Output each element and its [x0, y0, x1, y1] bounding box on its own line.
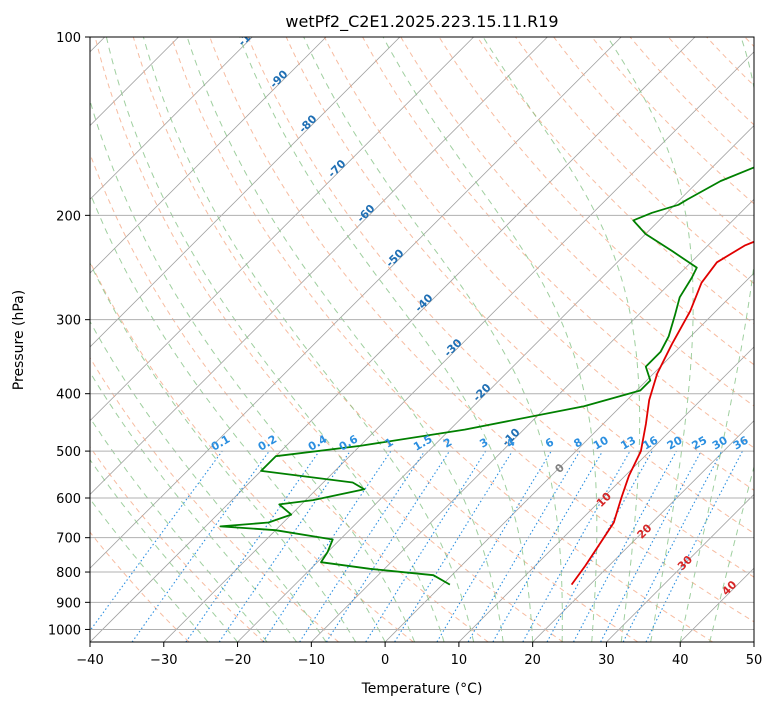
profile-lines — [219, 166, 754, 586]
moist-adiabat-line — [142, 37, 475, 642]
isotherm-line — [606, 493, 754, 642]
y-tick-label: 400 — [56, 388, 81, 403]
moist-adiabat-line — [607, 37, 694, 642]
isotherm-line — [90, 37, 253, 200]
x-tick-label: 0 — [381, 653, 389, 668]
dry-adiabat-line — [90, 531, 190, 642]
mixing-ratio-line — [492, 450, 604, 642]
y-tick-label: 500 — [56, 445, 81, 460]
moist-adiabat-line — [90, 458, 238, 642]
moist-adiabat-line — [482, 37, 641, 642]
pressure-gridlines — [90, 37, 754, 630]
x-axis-label: Temperature (°C) — [361, 681, 483, 697]
mixing-ratio-line — [325, 450, 450, 642]
moist-adiabat-line — [90, 262, 357, 642]
dry-adiabat-line — [323, 37, 754, 491]
profile-series-1 — [570, 240, 754, 586]
y-tick-label: 900 — [56, 596, 81, 611]
dry-adiabat-line — [90, 356, 339, 642]
y-tick-label: 600 — [56, 492, 81, 507]
mixing-ratio-line — [573, 450, 677, 642]
mixing-ratio-line — [185, 450, 320, 642]
isotherm-line — [237, 124, 754, 642]
dry-adiabat-line — [209, 37, 754, 623]
x-tick-label: −40 — [76, 653, 103, 668]
moist-adiabat-line — [90, 99, 416, 642]
background-lines — [90, 37, 754, 642]
x-tick-label: 20 — [524, 653, 541, 668]
isotherm-line — [384, 272, 754, 642]
isotherm-line — [90, 37, 327, 274]
chart-title: wetPf2_C2E1.2025.223.15.11.R19 — [285, 12, 558, 32]
mixing-ratio-line — [131, 450, 270, 642]
y-tick-label: 100 — [56, 31, 81, 46]
x-tick-label: −20 — [224, 653, 251, 668]
moist-adiabat-line — [709, 465, 754, 642]
moist-adiabat-line — [90, 320, 327, 642]
profile-series-2 — [219, 166, 754, 586]
y-tick-label: 800 — [56, 566, 81, 581]
mixing-ratio-line — [90, 450, 223, 632]
y-tick-label: 700 — [56, 532, 81, 547]
axes: −40 −30 −20 −10 0 10 20 30 40 50 100 200 300 400 500 60… — [48, 31, 762, 668]
y-tick-label: 300 — [56, 314, 81, 329]
y-axis-label: Pressure (hPa) — [11, 290, 27, 390]
mixing-ratio-line — [436, 450, 552, 642]
x-tick-label: 10 — [451, 653, 468, 668]
moist-adiabat-line — [382, 37, 598, 642]
dry-adiabat-line — [438, 37, 754, 366]
y-tick-label: 1000 — [48, 623, 81, 638]
mixing-ratio-line — [394, 450, 513, 642]
x-tick-label: −30 — [150, 653, 177, 668]
x-tick-label: 50 — [746, 653, 763, 668]
dry-adiabat-line — [362, 37, 754, 449]
dry-adiabat-line — [90, 260, 414, 642]
moist-adiabat-line — [303, 37, 563, 642]
moist-adiabat-line — [679, 37, 754, 642]
dry-adiabat-line — [94, 37, 564, 642]
dry-adiabat-line — [132, 37, 639, 642]
y-tick-label: 200 — [56, 209, 81, 224]
moist-adiabat-line — [105, 37, 445, 642]
isotherm-line — [458, 346, 754, 642]
x-tick-label: 40 — [672, 653, 689, 668]
mixing-ratio-line — [467, 450, 581, 642]
isotherm-line — [90, 37, 474, 422]
mixing-ratio-line — [365, 450, 487, 642]
isotherm-line — [90, 37, 401, 348]
isotherm-line — [90, 37, 548, 496]
isotherm-line — [90, 37, 622, 569]
isotherm-line — [532, 420, 754, 642]
moist-adiabat-line — [90, 191, 386, 642]
moist-adiabat-line — [90, 498, 209, 642]
x-tick-label: 30 — [598, 653, 615, 668]
plot-frame — [89, 36, 755, 643]
dry-adiabat-line — [247, 37, 754, 578]
isotherm-label: -100 — [236, 20, 265, 49]
mixing-ratio-line — [218, 450, 351, 642]
isotherm-line — [163, 51, 754, 642]
isotherm-line — [90, 37, 696, 642]
moist-adiabat-line — [239, 37, 534, 642]
mixing-ratio-line — [522, 450, 631, 642]
x-tick-label: −10 — [298, 653, 325, 668]
